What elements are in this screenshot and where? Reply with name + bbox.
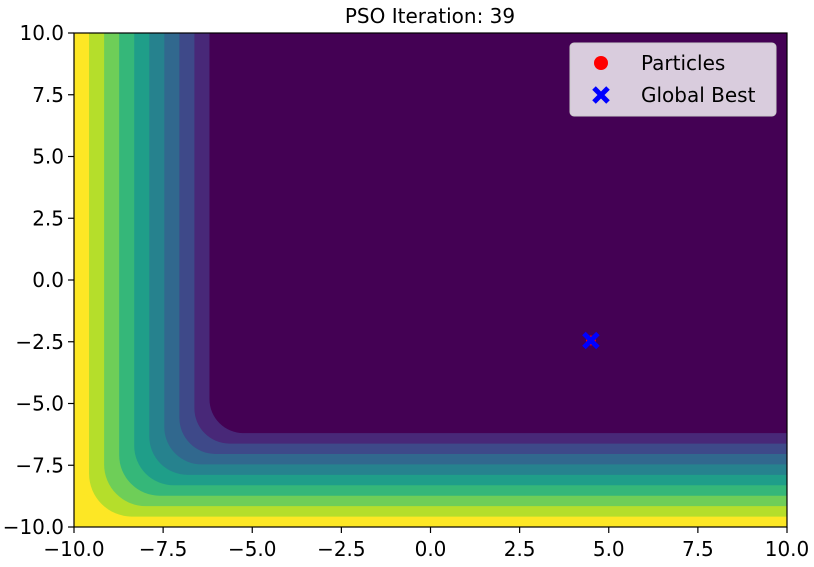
y-tick-label: −10.0: [3, 515, 64, 539]
x-tick-label: 10.0: [765, 537, 810, 561]
legend: Particles Global Best: [569, 42, 777, 117]
contour-peak: [74, 493, 108, 527]
x-axis: −10.0 −7.5 −5.0 −2.5 0.0 2.5 5.0 7.5 10.0: [43, 527, 809, 561]
x-tick-label: −2.5: [317, 537, 366, 561]
y-tick-label: 0.0: [32, 268, 64, 292]
x-tick-label: −5.0: [228, 537, 277, 561]
contour-band: [209, 33, 787, 434]
data-markers: [582, 331, 600, 350]
legend-particles-marker: [594, 56, 608, 70]
x-tick-label: −10.0: [43, 537, 104, 561]
legend-global-best-label: Global Best: [641, 83, 756, 107]
y-tick-label: −2.5: [15, 330, 64, 354]
y-tick-label: 10.0: [19, 21, 64, 45]
x-tick-label: 2.5: [504, 537, 536, 561]
x-tick-label: 5.0: [593, 537, 625, 561]
y-tick-label: −5.0: [15, 392, 64, 416]
y-tick-label: −7.5: [15, 453, 64, 477]
legend-box: [569, 42, 777, 117]
legend-particles-label: Particles: [641, 51, 725, 75]
legend-global-best-marker: [592, 86, 610, 104]
chart-title: PSO Iteration: 39: [345, 4, 515, 28]
global-best-point: [582, 331, 600, 350]
x-tick-label: 0.0: [415, 537, 447, 561]
y-axis: −10.0 −7.5 −5.0 −2.5 0.0 2.5 5.0 7.5 10.0: [3, 21, 74, 539]
y-tick-label: 2.5: [32, 206, 64, 230]
y-tick-label: 5.0: [32, 145, 64, 169]
x-tick-label: 7.5: [682, 537, 714, 561]
y-tick-label: 7.5: [32, 83, 64, 107]
x-tick-label: −7.5: [139, 537, 188, 561]
